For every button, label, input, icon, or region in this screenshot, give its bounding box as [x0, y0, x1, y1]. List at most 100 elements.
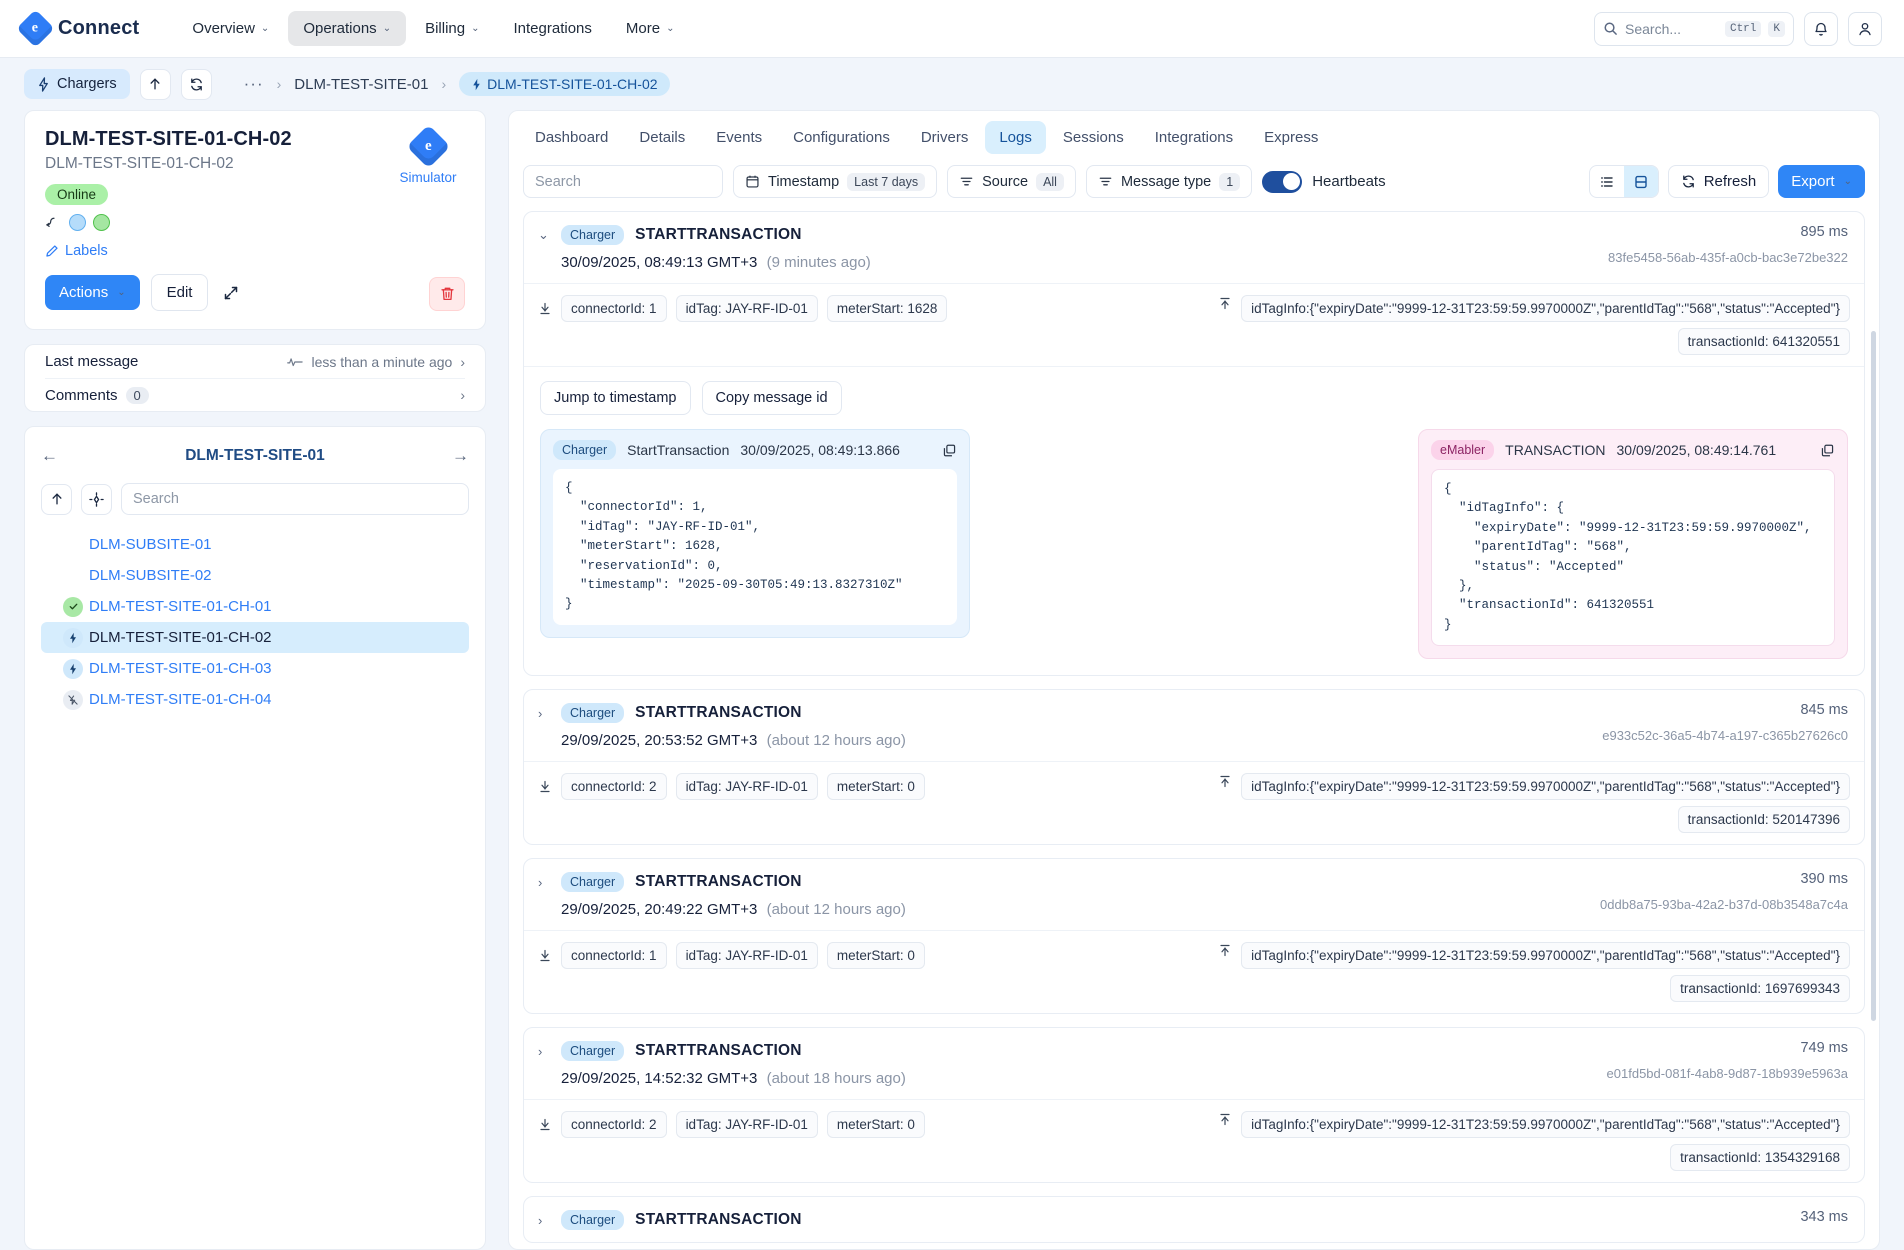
tab-logs[interactable]: Logs [985, 121, 1046, 154]
tree-up-button[interactable] [41, 483, 72, 515]
edit-button[interactable]: Edit [150, 274, 209, 311]
connector-status-row [45, 214, 465, 231]
bolt-icon [37, 76, 50, 92]
tree-search-input[interactable]: Search [121, 483, 469, 515]
last-message-row[interactable]: Last message less than a minute ago › [45, 345, 465, 378]
bolt-off-icon [63, 689, 83, 710]
view-mode-switch [1588, 165, 1659, 198]
response-pane: eMabler TRANSACTION 30/09/2025, 08:49:14… [1418, 429, 1848, 659]
tree-node-dlm-subsite-01[interactable]: DLM-SUBSITE-01 [41, 529, 469, 560]
log-source-badge: Charger [561, 703, 625, 723]
source-filter[interactable]: Source All [947, 165, 1076, 198]
nav-item-more[interactable]: More ⌄ [611, 11, 690, 46]
tree-node-ch-03[interactable]: DLM-TEST-SITE-01-CH-03 [41, 653, 469, 684]
breadcrumb-current-charger[interactable]: DLM-TEST-SITE-01-CH-02 [459, 72, 670, 96]
tree-back-button[interactable]: ← [41, 446, 58, 465]
log-entry-header: › Charger STARTTRANSACTION 343 ms [524, 1197, 1864, 1242]
chevron-down-icon[interactable]: ⌄ [538, 227, 549, 242]
response-json: { "idTagInfo": { "expiryDate": "9999-12-… [1431, 469, 1835, 646]
log-entry[interactable]: › Charger STARTTRANSACTION 29/09/2025, 2… [523, 858, 1865, 1014]
expand-icon[interactable] [219, 281, 243, 305]
nav-item-billing[interactable]: Billing ⌄ [410, 11, 494, 46]
refresh-breadcrumb-button[interactable] [180, 68, 212, 100]
logs-search-input[interactable]: Search [523, 165, 723, 198]
simulator-label: Simulator [399, 170, 457, 185]
log-tag: transactionId: 520147396 [1677, 806, 1850, 833]
download-arrow-icon [1218, 773, 1232, 789]
log-timestamp: 29/09/2025, 14:52:32 GMT+3 [561, 1070, 758, 1087]
chevron-right-icon[interactable]: › [538, 1212, 543, 1228]
log-entry[interactable]: ⌄ Charger STARTTRANSACTION 30/09/2025, 0… [523, 211, 1865, 676]
tab-integrations[interactable]: Integrations [1154, 129, 1234, 146]
breadcrumb-site-link[interactable]: DLM-TEST-SITE-01 [294, 75, 429, 93]
log-source-badge: Charger [561, 1041, 625, 1061]
brand-name: Connect [58, 17, 140, 39]
chevron-right-icon[interactable]: › [538, 874, 543, 890]
heartbeats-toggle[interactable] [1262, 170, 1303, 193]
tree-node-label: DLM-SUBSITE-01 [89, 536, 212, 553]
chevron-right-icon[interactable]: › [538, 1043, 543, 1059]
tree-node-ch-02[interactable]: DLM-TEST-SITE-01-CH-02 [41, 622, 469, 653]
tree-node-dlm-subsite-02[interactable]: DLM-SUBSITE-02 [41, 560, 469, 591]
global-search-input[interactable]: Search... Ctrl K [1594, 11, 1794, 46]
logs-scrollbar[interactable] [1871, 331, 1876, 1021]
message-type-filter-value: 1 [1219, 172, 1241, 191]
nav-item-integrations[interactable]: Integrations [499, 11, 607, 46]
comments-row[interactable]: Comments 0 › [45, 378, 465, 411]
log-entry-title-row: › Charger STARTTRANSACTION [538, 872, 1848, 892]
log-tag: idTagInfo:{"expiryDate":"9999-12-31T23:5… [1241, 1111, 1850, 1138]
tab-sessions[interactable]: Sessions [1062, 129, 1124, 146]
main-nav-items: Overview ⌄ Operations ⌄ Billing ⌄ Integr… [177, 11, 689, 46]
copy-icon[interactable] [1820, 443, 1835, 458]
breadcrumb-overflow[interactable]: ··· [243, 74, 264, 93]
upload-arrow-icon [538, 1117, 552, 1133]
log-entry[interactable]: › Charger STARTTRANSACTION 343 ms [523, 1196, 1865, 1243]
split-view-button[interactable] [1623, 166, 1658, 197]
log-duration: 895 ms [1800, 224, 1848, 240]
copy-message-id-button[interactable]: Copy message id [701, 381, 842, 415]
timestamp-filter[interactable]: Timestamp Last 7 days [733, 165, 938, 198]
export-label: Export [1791, 173, 1835, 190]
nav-item-overview[interactable]: Overview ⌄ [177, 11, 284, 46]
request-action: StartTransaction [627, 442, 730, 458]
chevron-right-icon[interactable]: › [538, 705, 543, 721]
request-pane: Charger StartTransaction 30/09/2025, 08:… [540, 429, 970, 638]
log-entry[interactable]: › Charger STARTTRANSACTION 29/09/2025, 2… [523, 689, 1865, 845]
tree-forward-button[interactable]: → [452, 446, 469, 465]
upload-arrow-icon [538, 948, 552, 964]
tab-configurations[interactable]: Configurations [793, 129, 890, 146]
nav-item-operations[interactable]: Operations ⌄ [288, 11, 407, 46]
actions-button[interactable]: Actions ⌄ [45, 275, 140, 310]
copy-icon[interactable] [942, 443, 957, 458]
log-duration: 845 ms [1800, 702, 1848, 718]
log-entry[interactable]: › Charger STARTTRANSACTION 29/09/2025, 1… [523, 1027, 1865, 1183]
notifications-button[interactable] [1804, 11, 1838, 46]
tab-details[interactable]: Details [639, 129, 686, 146]
tab-express[interactable]: Express [1264, 129, 1319, 146]
logs-list[interactable]: ⌄ Charger STARTTRANSACTION 30/09/2025, 0… [509, 211, 1879, 1249]
refresh-logs-button[interactable]: Refresh [1667, 165, 1770, 198]
timestamp-filter-label: Timestamp [768, 173, 840, 190]
tab-drivers[interactable]: Drivers [920, 129, 969, 146]
jump-to-timestamp-button[interactable]: Jump to timestamp [540, 381, 691, 415]
top-navigation-bar: e Connect Overview ⌄ Operations ⌄ Billin… [0, 0, 1904, 58]
go-up-button[interactable] [139, 68, 171, 100]
chevron-down-icon: ⌄ [666, 22, 675, 34]
connector-1-indicator [69, 214, 86, 231]
log-entry-title-row: ⌄ Charger STARTTRANSACTION [538, 225, 1848, 245]
brand-logo[interactable]: e Connect [16, 9, 140, 48]
user-account-button[interactable] [1848, 11, 1882, 46]
delete-button[interactable] [429, 277, 465, 311]
tab-events[interactable]: Events [716, 129, 763, 146]
message-type-filter[interactable]: Message type 1 [1085, 165, 1253, 198]
labels-link[interactable]: Labels [45, 243, 465, 259]
export-button[interactable]: Export ⌄ [1778, 165, 1865, 198]
emabler-logo-icon: e [16, 9, 55, 48]
list-view-button[interactable] [1590, 166, 1624, 197]
tab-dashboard[interactable]: Dashboard [535, 129, 609, 146]
tree-node-ch-01[interactable]: DLM-TEST-SITE-01-CH-01 [41, 591, 469, 622]
tree-node-ch-04[interactable]: DLM-TEST-SITE-01-CH-04 [41, 684, 469, 715]
nav-label: Operations [303, 20, 377, 37]
tree-locate-button[interactable] [81, 483, 112, 515]
chargers-chip[interactable]: Chargers [24, 69, 130, 99]
